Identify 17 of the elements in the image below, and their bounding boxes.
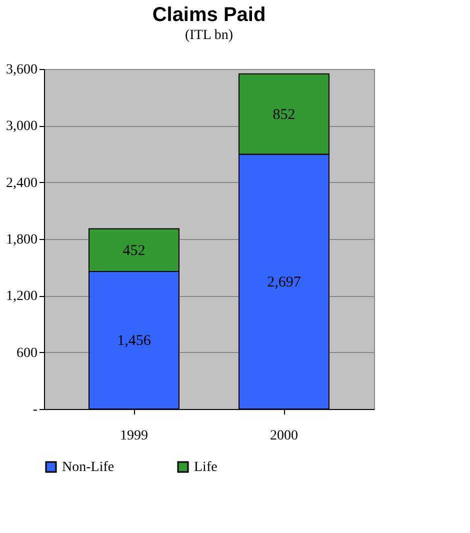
data-label: 852 (272, 107, 296, 124)
y-tick-label: 3,600 (6, 62, 38, 78)
data-label: 2,697 (267, 274, 302, 291)
data-label: 452 (122, 243, 146, 260)
chart-subtitle: (ITL bn) (184, 28, 234, 43)
y-tick-label: 1,200 (6, 289, 38, 304)
y-tick-label: - (32, 402, 38, 418)
chart-title: Claims Paid (152, 4, 266, 26)
y-tick-label: 3,000 (6, 119, 38, 134)
legend-label: Non-Life (62, 460, 114, 475)
legend-label: Life (194, 460, 218, 475)
y-tick-label: 2,400 (6, 176, 38, 191)
y-tick-label: 600 (16, 346, 38, 361)
y-tick-label: 1,800 (6, 232, 38, 248)
x-tick-label: 1999 (120, 428, 148, 444)
data-label: 1,456 (117, 333, 152, 350)
x-tick-label: 2000 (270, 428, 298, 444)
